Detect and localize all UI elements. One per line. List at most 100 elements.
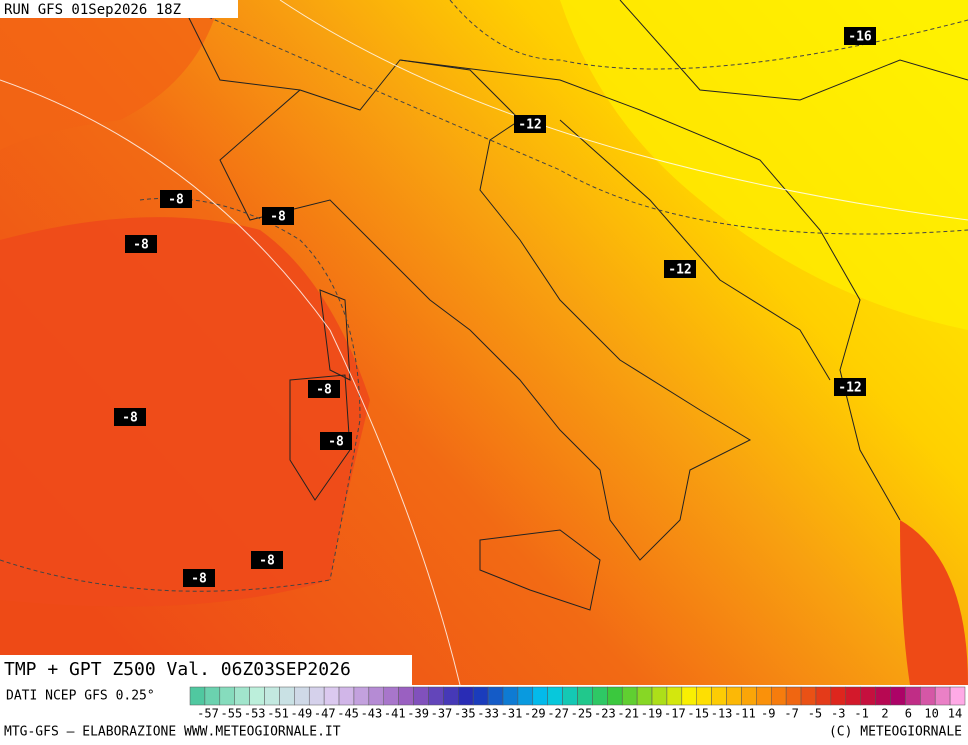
legend-swatch bbox=[562, 686, 578, 706]
contour-label: -8 bbox=[270, 210, 286, 225]
legend-swatch bbox=[487, 686, 504, 706]
legend-label: -11 bbox=[734, 707, 756, 721]
legend-swatch bbox=[621, 686, 638, 706]
legend-swatch bbox=[949, 686, 966, 706]
legend-label: -31 bbox=[501, 707, 523, 721]
legend-swatch bbox=[830, 686, 847, 706]
legend-swatch bbox=[353, 686, 370, 706]
legend-swatch bbox=[785, 686, 802, 706]
legend-swatch bbox=[696, 686, 712, 706]
legend-swatch bbox=[428, 686, 444, 706]
contour-label: -8 bbox=[259, 554, 275, 569]
run-label: RUN GFS 01Sep2026 18Z bbox=[4, 2, 181, 18]
legend-swatch bbox=[323, 686, 340, 706]
legend-label: -9 bbox=[761, 707, 775, 721]
legend-label: -37 bbox=[431, 707, 453, 721]
legend-swatch bbox=[338, 686, 355, 706]
legend-swatch bbox=[890, 686, 906, 706]
legend-swatch bbox=[741, 686, 757, 706]
legend-swatch bbox=[383, 686, 399, 706]
legend-swatch bbox=[249, 686, 265, 706]
legend-label: -1 bbox=[854, 707, 868, 721]
legend-label: -47 bbox=[314, 707, 336, 721]
contour-label: -8 bbox=[168, 193, 184, 208]
legend-swatch bbox=[443, 686, 459, 706]
legend-label: 2 bbox=[881, 707, 888, 721]
legend-label: -45 bbox=[337, 707, 359, 721]
contour-label: -8 bbox=[316, 383, 332, 398]
legend-label: -49 bbox=[291, 707, 313, 721]
legend-label: -21 bbox=[617, 707, 639, 721]
contour-label-box bbox=[320, 432, 352, 450]
legend-swatch bbox=[756, 686, 772, 706]
legend-label: -15 bbox=[687, 707, 709, 721]
legend-label: -51 bbox=[267, 707, 289, 721]
legend-swatch bbox=[219, 686, 235, 706]
legend-label: -25 bbox=[571, 707, 593, 721]
footer-right: (C) METEOGIORNALE bbox=[829, 725, 962, 740]
legend-swatch bbox=[636, 686, 653, 706]
legend-label: -17 bbox=[664, 707, 686, 721]
map bbox=[0, 0, 968, 685]
legend-label: -27 bbox=[547, 707, 569, 721]
contour-label-box bbox=[834, 378, 866, 396]
legend-label: -13 bbox=[711, 707, 733, 721]
legend-label: -7 bbox=[784, 707, 798, 721]
contour-label-box bbox=[308, 380, 340, 398]
legend-label: -43 bbox=[361, 707, 383, 721]
legend-label: -35 bbox=[454, 707, 476, 721]
contour-label: -12 bbox=[668, 263, 691, 278]
legend-swatch bbox=[413, 686, 429, 706]
legend-swatch bbox=[279, 686, 295, 706]
legend-swatch bbox=[845, 686, 861, 706]
legend-swatch bbox=[532, 686, 548, 706]
contour-label-box bbox=[844, 27, 876, 45]
contour-label: -8 bbox=[328, 435, 344, 450]
legend-label: -41 bbox=[384, 707, 406, 721]
legend-swatch bbox=[189, 686, 206, 706]
legend-swatch bbox=[815, 686, 832, 706]
legend-swatch bbox=[472, 686, 489, 706]
legend-swatch bbox=[934, 686, 951, 706]
contour-label: -12 bbox=[838, 381, 861, 396]
legend-label: -33 bbox=[477, 707, 499, 721]
color-legend: -57 -55 -53 -51 -49 -47 -45 -43 -41 -39 -37 -35 -33-… bbox=[189, 686, 966, 721]
contour-label-box bbox=[664, 260, 696, 278]
legend-swatch bbox=[368, 686, 385, 706]
legend-swatch bbox=[875, 686, 891, 706]
legend-label: -5 bbox=[808, 707, 822, 721]
legend-swatch bbox=[726, 686, 742, 706]
contour-label: -12 bbox=[518, 118, 541, 133]
legend-swatch bbox=[502, 686, 519, 706]
contour-labels: -16 -12 -12 -12 -8 -8 -8 -8 -8 -8 -8 -8 bbox=[114, 27, 876, 587]
legend-label: -23 bbox=[594, 707, 616, 721]
contour-label: -8 bbox=[133, 238, 149, 253]
contour-label: -16 bbox=[848, 30, 872, 45]
legend-swatch bbox=[398, 686, 414, 706]
legend-swatch bbox=[666, 686, 683, 706]
legend-label: -55 bbox=[221, 707, 243, 721]
legend-label: -57 bbox=[197, 707, 219, 721]
footer-left: MTG-GFS – ELABORAZIONE WWW.METEOGIORNALE… bbox=[4, 725, 341, 740]
legend-swatch bbox=[920, 686, 936, 706]
legend-swatch bbox=[294, 686, 310, 706]
legend-label: -39 bbox=[407, 707, 429, 721]
contour-label-box bbox=[514, 115, 546, 133]
contour-label-box bbox=[125, 235, 157, 253]
legend-swatch bbox=[577, 686, 593, 706]
legend-label: -3 bbox=[831, 707, 845, 721]
legend-swatch bbox=[592, 686, 608, 706]
legend-swatch bbox=[234, 686, 250, 706]
contour-label-box bbox=[183, 569, 215, 587]
contour-label-box bbox=[262, 207, 294, 225]
contour-label-box bbox=[251, 551, 283, 569]
legend-swatch bbox=[308, 686, 325, 706]
legend-swatch bbox=[651, 686, 668, 706]
legend-swatch bbox=[681, 686, 697, 706]
legend-swatch bbox=[860, 686, 876, 706]
contour-label-box bbox=[160, 190, 192, 208]
legend-swatch bbox=[517, 686, 534, 706]
legend-swatch bbox=[458, 686, 474, 706]
contour-label: -8 bbox=[191, 572, 207, 587]
